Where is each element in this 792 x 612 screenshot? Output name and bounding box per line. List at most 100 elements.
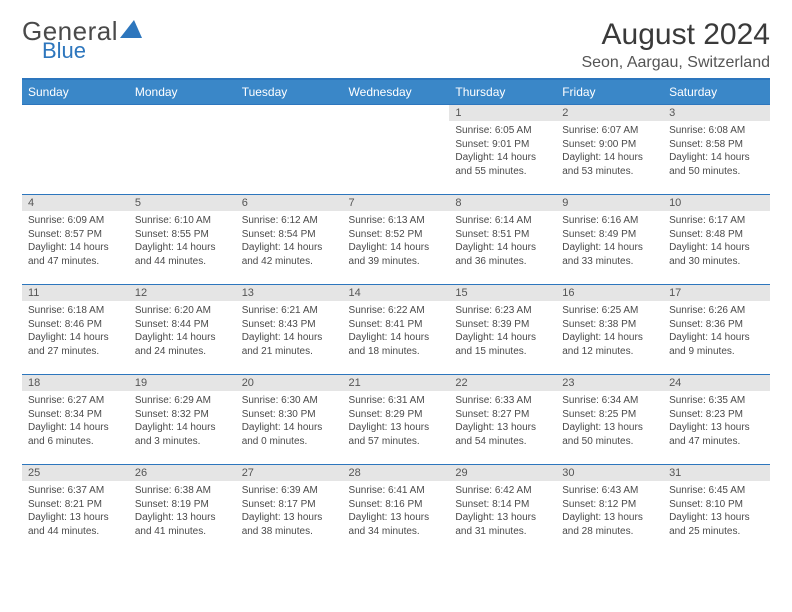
day-number: 6 <box>236 195 343 211</box>
day-number: 16 <box>556 285 663 301</box>
day-cell: 1Sunrise: 6:05 AMSunset: 9:01 PMDaylight… <box>449 105 556 195</box>
day-number: 19 <box>129 375 236 391</box>
empty-cell <box>22 105 129 195</box>
day-details: Sunrise: 6:45 AMSunset: 8:10 PMDaylight:… <box>663 481 770 542</box>
day-number: 20 <box>236 375 343 391</box>
day-details: Sunrise: 6:35 AMSunset: 8:23 PMDaylight:… <box>663 391 770 452</box>
calendar-body: 1Sunrise: 6:05 AMSunset: 9:01 PMDaylight… <box>22 105 770 555</box>
day-cell: 31Sunrise: 6:45 AMSunset: 8:10 PMDayligh… <box>663 465 770 555</box>
day-details: Sunrise: 6:17 AMSunset: 8:48 PMDaylight:… <box>663 211 770 272</box>
empty-cell <box>343 105 450 195</box>
day-number: 14 <box>343 285 450 301</box>
day-details: Sunrise: 6:25 AMSunset: 8:38 PMDaylight:… <box>556 301 663 362</box>
weekday-header: Sunday <box>22 79 129 105</box>
logo-triangle-icon <box>120 20 142 42</box>
day-number: 3 <box>663 105 770 121</box>
day-cell: 18Sunrise: 6:27 AMSunset: 8:34 PMDayligh… <box>22 375 129 465</box>
title-block: August 2024 Seon, Aargau, Switzerland <box>581 18 770 72</box>
day-details: Sunrise: 6:43 AMSunset: 8:12 PMDaylight:… <box>556 481 663 542</box>
weekday-row: SundayMondayTuesdayWednesdayThursdayFrid… <box>22 79 770 105</box>
day-number: 7 <box>343 195 450 211</box>
day-cell: 3Sunrise: 6:08 AMSunset: 8:58 PMDaylight… <box>663 105 770 195</box>
day-number: 4 <box>22 195 129 211</box>
weekday-header: Thursday <box>449 79 556 105</box>
day-details: Sunrise: 6:05 AMSunset: 9:01 PMDaylight:… <box>449 121 556 182</box>
day-number: 1 <box>449 105 556 121</box>
day-cell: 5Sunrise: 6:10 AMSunset: 8:55 PMDaylight… <box>129 195 236 285</box>
weekday-header: Saturday <box>663 79 770 105</box>
day-cell: 23Sunrise: 6:34 AMSunset: 8:25 PMDayligh… <box>556 375 663 465</box>
logo: General Blue <box>22 18 142 62</box>
day-details: Sunrise: 6:14 AMSunset: 8:51 PMDaylight:… <box>449 211 556 272</box>
day-cell: 7Sunrise: 6:13 AMSunset: 8:52 PMDaylight… <box>343 195 450 285</box>
day-cell: 17Sunrise: 6:26 AMSunset: 8:36 PMDayligh… <box>663 285 770 375</box>
day-details: Sunrise: 6:10 AMSunset: 8:55 PMDaylight:… <box>129 211 236 272</box>
day-number: 12 <box>129 285 236 301</box>
day-number: 29 <box>449 465 556 481</box>
day-details: Sunrise: 6:13 AMSunset: 8:52 PMDaylight:… <box>343 211 450 272</box>
day-details: Sunrise: 6:21 AMSunset: 8:43 PMDaylight:… <box>236 301 343 362</box>
day-cell: 8Sunrise: 6:14 AMSunset: 8:51 PMDaylight… <box>449 195 556 285</box>
day-cell: 28Sunrise: 6:41 AMSunset: 8:16 PMDayligh… <box>343 465 450 555</box>
day-cell: 25Sunrise: 6:37 AMSunset: 8:21 PMDayligh… <box>22 465 129 555</box>
day-cell: 12Sunrise: 6:20 AMSunset: 8:44 PMDayligh… <box>129 285 236 375</box>
location: Seon, Aargau, Switzerland <box>581 54 770 72</box>
day-details: Sunrise: 6:18 AMSunset: 8:46 PMDaylight:… <box>22 301 129 362</box>
day-number: 27 <box>236 465 343 481</box>
day-details: Sunrise: 6:23 AMSunset: 8:39 PMDaylight:… <box>449 301 556 362</box>
day-details: Sunrise: 6:29 AMSunset: 8:32 PMDaylight:… <box>129 391 236 452</box>
day-cell: 2Sunrise: 6:07 AMSunset: 9:00 PMDaylight… <box>556 105 663 195</box>
day-cell: 26Sunrise: 6:38 AMSunset: 8:19 PMDayligh… <box>129 465 236 555</box>
weekday-header: Monday <box>129 79 236 105</box>
day-details: Sunrise: 6:27 AMSunset: 8:34 PMDaylight:… <box>22 391 129 452</box>
day-details: Sunrise: 6:33 AMSunset: 8:27 PMDaylight:… <box>449 391 556 452</box>
day-number: 13 <box>236 285 343 301</box>
day-details: Sunrise: 6:22 AMSunset: 8:41 PMDaylight:… <box>343 301 450 362</box>
day-number: 17 <box>663 285 770 301</box>
logo-text-2: Blue <box>42 40 142 62</box>
empty-cell <box>129 105 236 195</box>
day-cell: 20Sunrise: 6:30 AMSunset: 8:30 PMDayligh… <box>236 375 343 465</box>
day-number: 2 <box>556 105 663 121</box>
day-number: 8 <box>449 195 556 211</box>
day-cell: 24Sunrise: 6:35 AMSunset: 8:23 PMDayligh… <box>663 375 770 465</box>
day-cell: 30Sunrise: 6:43 AMSunset: 8:12 PMDayligh… <box>556 465 663 555</box>
day-cell: 29Sunrise: 6:42 AMSunset: 8:14 PMDayligh… <box>449 465 556 555</box>
day-details: Sunrise: 6:09 AMSunset: 8:57 PMDaylight:… <box>22 211 129 272</box>
calendar-table: SundayMondayTuesdayWednesdayThursdayFrid… <box>22 78 770 555</box>
day-number: 9 <box>556 195 663 211</box>
weekday-header: Tuesday <box>236 79 343 105</box>
day-details: Sunrise: 6:41 AMSunset: 8:16 PMDaylight:… <box>343 481 450 542</box>
day-cell: 13Sunrise: 6:21 AMSunset: 8:43 PMDayligh… <box>236 285 343 375</box>
day-details: Sunrise: 6:38 AMSunset: 8:19 PMDaylight:… <box>129 481 236 542</box>
day-details: Sunrise: 6:16 AMSunset: 8:49 PMDaylight:… <box>556 211 663 272</box>
day-details: Sunrise: 6:12 AMSunset: 8:54 PMDaylight:… <box>236 211 343 272</box>
day-cell: 22Sunrise: 6:33 AMSunset: 8:27 PMDayligh… <box>449 375 556 465</box>
header: General Blue August 2024 Seon, Aargau, S… <box>22 18 770 72</box>
month-title: August 2024 <box>581 18 770 52</box>
day-cell: 14Sunrise: 6:22 AMSunset: 8:41 PMDayligh… <box>343 285 450 375</box>
day-cell: 4Sunrise: 6:09 AMSunset: 8:57 PMDaylight… <box>22 195 129 285</box>
day-details: Sunrise: 6:31 AMSunset: 8:29 PMDaylight:… <box>343 391 450 452</box>
weekday-header: Wednesday <box>343 79 450 105</box>
day-cell: 9Sunrise: 6:16 AMSunset: 8:49 PMDaylight… <box>556 195 663 285</box>
day-cell: 10Sunrise: 6:17 AMSunset: 8:48 PMDayligh… <box>663 195 770 285</box>
weekday-header: Friday <box>556 79 663 105</box>
day-details: Sunrise: 6:37 AMSunset: 8:21 PMDaylight:… <box>22 481 129 542</box>
day-number: 23 <box>556 375 663 391</box>
day-number: 31 <box>663 465 770 481</box>
day-details: Sunrise: 6:30 AMSunset: 8:30 PMDaylight:… <box>236 391 343 452</box>
day-cell: 19Sunrise: 6:29 AMSunset: 8:32 PMDayligh… <box>129 375 236 465</box>
day-cell: 11Sunrise: 6:18 AMSunset: 8:46 PMDayligh… <box>22 285 129 375</box>
day-cell: 6Sunrise: 6:12 AMSunset: 8:54 PMDaylight… <box>236 195 343 285</box>
day-details: Sunrise: 6:26 AMSunset: 8:36 PMDaylight:… <box>663 301 770 362</box>
day-cell: 27Sunrise: 6:39 AMSunset: 8:17 PMDayligh… <box>236 465 343 555</box>
day-details: Sunrise: 6:07 AMSunset: 9:00 PMDaylight:… <box>556 121 663 182</box>
day-cell: 16Sunrise: 6:25 AMSunset: 8:38 PMDayligh… <box>556 285 663 375</box>
day-number: 30 <box>556 465 663 481</box>
day-number: 22 <box>449 375 556 391</box>
day-number: 18 <box>22 375 129 391</box>
day-details: Sunrise: 6:20 AMSunset: 8:44 PMDaylight:… <box>129 301 236 362</box>
day-details: Sunrise: 6:39 AMSunset: 8:17 PMDaylight:… <box>236 481 343 542</box>
day-number: 11 <box>22 285 129 301</box>
